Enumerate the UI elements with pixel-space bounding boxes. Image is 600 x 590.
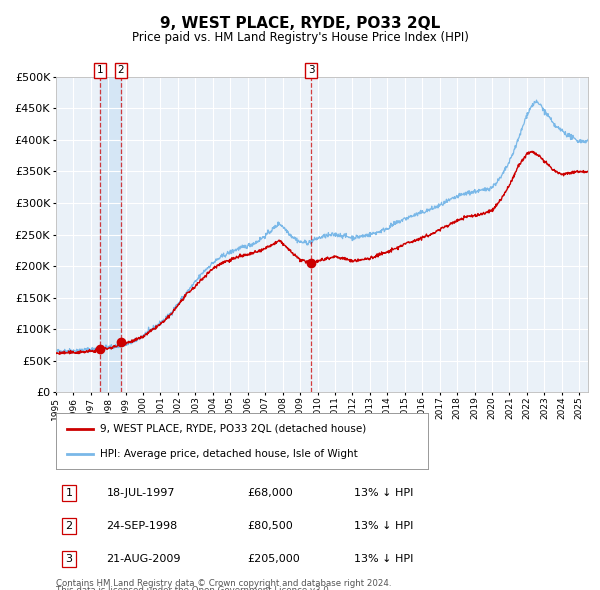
Text: 2: 2 bbox=[65, 521, 73, 530]
Text: £68,000: £68,000 bbox=[247, 488, 293, 497]
Text: 1: 1 bbox=[65, 488, 73, 497]
Text: 21-AUG-2009: 21-AUG-2009 bbox=[106, 554, 181, 563]
Text: 2: 2 bbox=[118, 65, 124, 75]
Text: 9, WEST PLACE, RYDE, PO33 2QL (detached house): 9, WEST PLACE, RYDE, PO33 2QL (detached … bbox=[100, 424, 367, 434]
Text: 13% ↓ HPI: 13% ↓ HPI bbox=[354, 488, 413, 497]
Text: £80,500: £80,500 bbox=[247, 521, 293, 530]
Text: Contains HM Land Registry data © Crown copyright and database right 2024.: Contains HM Land Registry data © Crown c… bbox=[56, 579, 391, 588]
Text: This data is licensed under the Open Government Licence v3.0.: This data is licensed under the Open Gov… bbox=[56, 586, 331, 590]
Text: 18-JUL-1997: 18-JUL-1997 bbox=[106, 488, 175, 497]
Text: Price paid vs. HM Land Registry's House Price Index (HPI): Price paid vs. HM Land Registry's House … bbox=[131, 31, 469, 44]
Text: HPI: Average price, detached house, Isle of Wight: HPI: Average price, detached house, Isle… bbox=[100, 449, 358, 459]
Text: 13% ↓ HPI: 13% ↓ HPI bbox=[354, 554, 413, 563]
Text: 3: 3 bbox=[308, 65, 314, 75]
Text: 13% ↓ HPI: 13% ↓ HPI bbox=[354, 521, 413, 530]
Text: 3: 3 bbox=[65, 554, 73, 563]
Text: £205,000: £205,000 bbox=[247, 554, 300, 563]
Text: 9, WEST PLACE, RYDE, PO33 2QL: 9, WEST PLACE, RYDE, PO33 2QL bbox=[160, 16, 440, 31]
Text: 24-SEP-1998: 24-SEP-1998 bbox=[106, 521, 178, 530]
Bar bbox=[100, 77, 121, 392]
Text: 1: 1 bbox=[97, 65, 103, 75]
